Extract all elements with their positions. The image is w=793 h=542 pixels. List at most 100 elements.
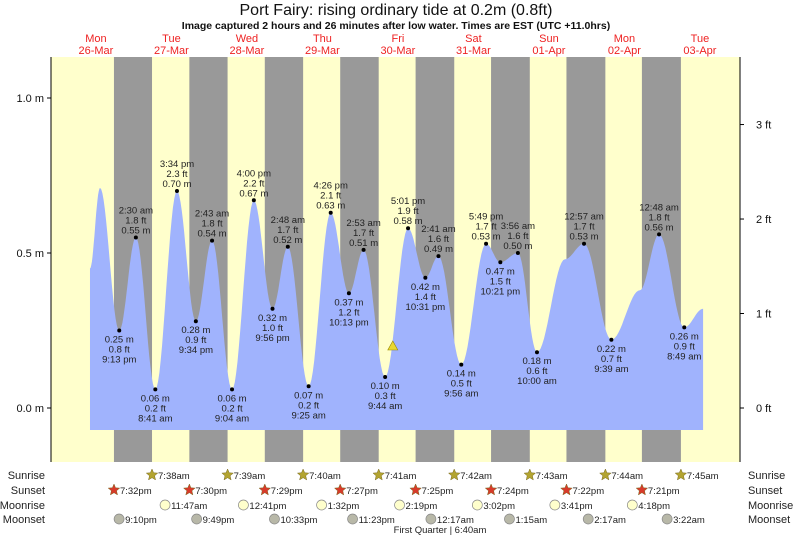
- moonrise-icon: [626, 499, 638, 511]
- high-tide-time: 2:53 am: [346, 218, 380, 229]
- moonrise-icon: [238, 499, 249, 511]
- left-axis-tick-label: 0.0 m: [16, 403, 44, 415]
- low-tide-height-m: 0.06 m: [141, 393, 170, 404]
- right-axis-tick-label: 2 ft: [756, 214, 771, 226]
- day-of-week-label: Mon: [85, 33, 106, 45]
- low-tide-time: 10:00 am: [517, 376, 557, 387]
- sunrise-time: 7:43am: [536, 471, 568, 482]
- date-label: 27-Mar: [154, 45, 189, 57]
- low-tide-time: 9:56 pm: [255, 333, 289, 344]
- sunrise-row-label: Sunrise: [8, 470, 45, 482]
- sunset-time: 7:32pm: [120, 486, 152, 497]
- sunrise-icon: [145, 468, 159, 481]
- right-axis-tick-label: 1 ft: [756, 309, 771, 321]
- day-of-week-label: Thu: [313, 33, 332, 45]
- high-tide-point: [406, 226, 411, 231]
- sunset-time: 7:29pm: [271, 486, 303, 497]
- moonset-time: 12:17am: [437, 515, 474, 526]
- moonrise-icon: [159, 499, 171, 511]
- moonrise-icon: [471, 499, 483, 511]
- high-tide-height-m: 0.50 m: [503, 241, 532, 252]
- low-tide-time: 9:04 am: [215, 413, 249, 424]
- moonset-time: 1:15am: [515, 515, 547, 526]
- left-axis-tick-label: 1.0 m: [16, 93, 44, 105]
- low-tide-height-ft: 0.7 ft: [601, 354, 622, 365]
- day-of-week-label: Wed: [236, 33, 258, 45]
- low-tide-height-ft: 0.8 ft: [109, 345, 130, 356]
- chart-title: Port Fairy: rising ordinary tide at 0.2m…: [240, 2, 553, 19]
- low-tide-height-m: 0.37 m: [334, 297, 363, 308]
- sunrise-time: 7:39am: [234, 471, 266, 482]
- day-of-week-label: Sun: [539, 33, 559, 45]
- moonset-time: 2:17am: [594, 515, 626, 526]
- high-tide-time: 4:26 pm: [314, 181, 348, 192]
- low-tide-height-ft: 1.2 ft: [338, 307, 359, 318]
- sunset-icon: [560, 483, 573, 496]
- high-tide-height-m: 0.54 m: [198, 229, 227, 240]
- date-label: 30-Mar: [381, 45, 416, 57]
- sunset-icon: [258, 483, 272, 496]
- low-tide-height-m: 0.06 m: [218, 393, 247, 404]
- day-of-week-label: Fri: [392, 33, 405, 45]
- high-tide-time: 12:48 am: [639, 202, 679, 213]
- high-tide-time: 2:48 am: [271, 215, 305, 226]
- sunset-time: 7:22pm: [572, 486, 604, 497]
- low-tide-time: 9:34 pm: [179, 345, 213, 356]
- moonset-time: 10:33pm: [280, 515, 317, 526]
- low-tide-time: 9:56 am: [444, 389, 478, 400]
- high-tide-height-ft: 1.9 ft: [397, 206, 418, 217]
- high-tide-point: [657, 232, 662, 237]
- high-tide-height-m: 0.55 m: [121, 226, 150, 237]
- sunrise-icon: [523, 468, 537, 481]
- low-tide-height-ft: 1.0 ft: [262, 323, 283, 334]
- low-tide-height-m: 0.10 m: [371, 381, 400, 392]
- low-tide-height-m: 0.32 m: [258, 313, 287, 324]
- high-tide-height-ft: 1.7 ft: [353, 228, 374, 239]
- low-tide-time: 10:13 pm: [329, 317, 369, 328]
- sunset-time: 7:25pm: [422, 486, 454, 497]
- high-tide-height-ft: 2.3 ft: [166, 169, 187, 180]
- moonrise-icon: [316, 499, 327, 511]
- moonset-time: 3:22am: [673, 515, 705, 526]
- low-tide-point: [306, 384, 311, 389]
- low-tide-height-ft: 0.2 ft: [298, 400, 319, 411]
- low-tide-point: [117, 328, 122, 333]
- sunset-time: 7:27pm: [346, 486, 378, 497]
- high-tide-height-m: 0.70 m: [162, 179, 191, 190]
- low-tide-point: [153, 387, 158, 392]
- sunrise-icon: [447, 468, 461, 481]
- moonrise-time: 12:41pm: [249, 501, 286, 512]
- high-tide-height-m: 0.53 m: [569, 232, 598, 243]
- date-label: 29-Mar: [305, 45, 340, 57]
- sunset-time: 7:24pm: [497, 486, 529, 497]
- low-tide-time: 9:25 am: [291, 410, 325, 421]
- low-tide-point: [230, 387, 235, 392]
- sunrise-time: 7:40am: [309, 471, 341, 482]
- moonset-row-label: Moonset: [3, 514, 45, 526]
- low-tide-height-ft: 1.4 ft: [415, 292, 436, 303]
- high-tide-height-ft: 1.7 ft: [573, 222, 594, 233]
- moonset-icon: [113, 513, 125, 525]
- high-tide-time: 3:34 pm: [160, 159, 194, 170]
- astro-rows: Sunrise Sunrise 7:38am 7:39am 7:40am 7:41am 7:…: [0, 468, 793, 526]
- low-tide-time: 10:31 pm: [406, 302, 446, 313]
- low-tide-height-m: 0.25 m: [105, 335, 134, 346]
- sunrise-time: 7:45am: [687, 471, 719, 482]
- sunrise-icon: [221, 468, 234, 481]
- low-tide-height-ft: 0.2 ft: [221, 403, 242, 414]
- low-tide-point: [193, 319, 198, 324]
- high-tide-height-ft: 1.8 ft: [125, 216, 146, 227]
- sunrise-time: 7:38am: [158, 471, 190, 482]
- moonset-row-label-right: Moonset: [748, 514, 790, 526]
- moonset-icon: [347, 513, 358, 525]
- high-tide-point: [174, 189, 179, 193]
- low-tide-time: 9:39 am: [594, 364, 628, 375]
- moonrise-row-label: Moonrise: [0, 500, 45, 512]
- high-tide-height-ft: 2.1 ft: [320, 191, 341, 202]
- date-label: 28-Mar: [230, 45, 265, 57]
- low-tide-height-ft: 0.6 ft: [526, 366, 547, 377]
- sunset-time: 7:21pm: [648, 486, 680, 497]
- low-tide-height-m: 0.42 m: [411, 282, 440, 293]
- low-tide-time: 9:13 pm: [102, 355, 136, 366]
- moonrise-row-label-right: Moonrise: [748, 500, 793, 512]
